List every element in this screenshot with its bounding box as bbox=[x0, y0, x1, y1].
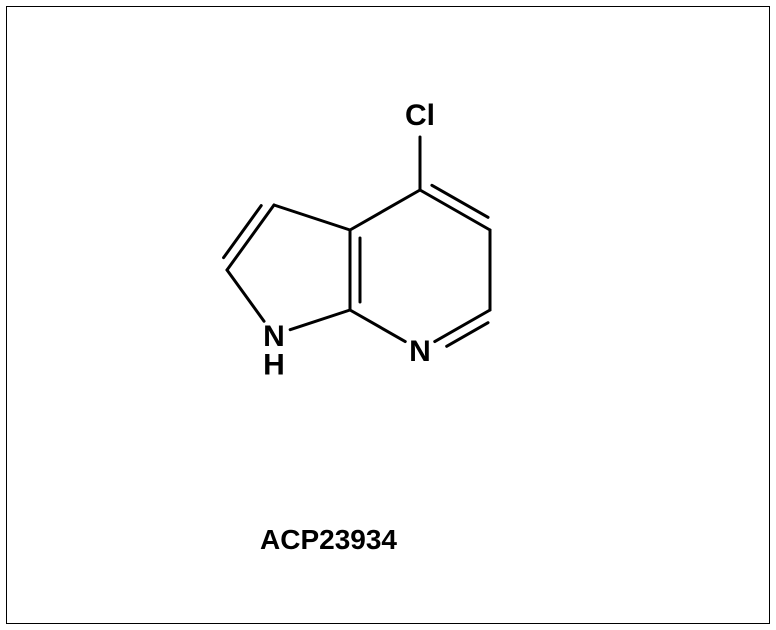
atom-label-n1-h: H bbox=[263, 349, 285, 382]
compound-id-label: ACP23934 bbox=[260, 524, 397, 556]
atom-label-cl: Cl bbox=[405, 99, 435, 132]
molecule-diagram: NNHCl bbox=[170, 80, 610, 480]
atom-label-n7: N bbox=[409, 335, 431, 368]
